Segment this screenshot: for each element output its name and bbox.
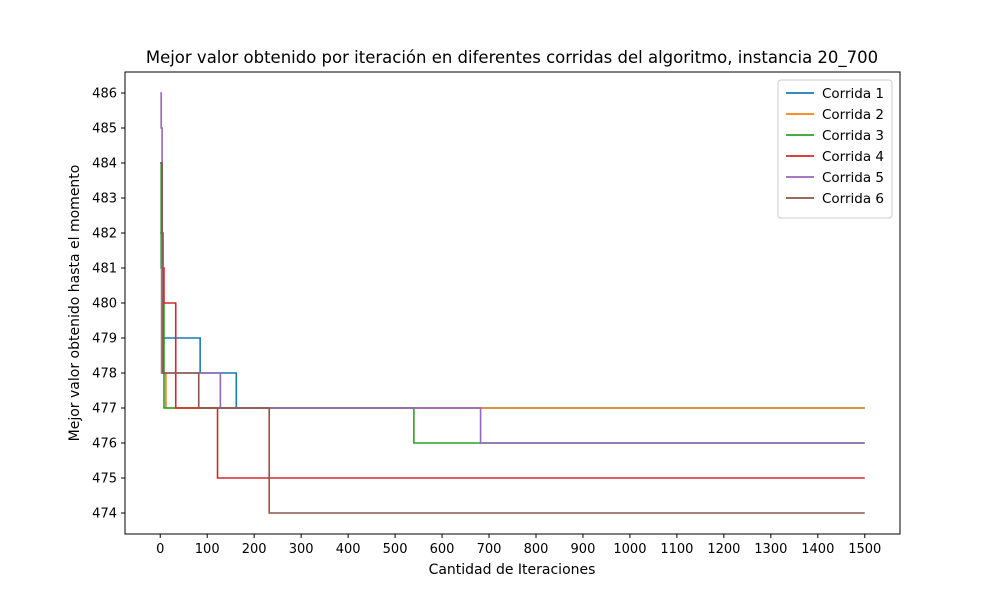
- series-line-1: [160, 232, 865, 409]
- y-tick-label: 475: [92, 472, 117, 487]
- legend-label-5: Corrida 5: [822, 170, 884, 186]
- x-tick-label: 1000: [613, 542, 646, 557]
- x-tick-label: 300: [289, 542, 314, 557]
- x-tick-label: 1100: [660, 542, 693, 557]
- y-tick-label: 485: [92, 122, 117, 137]
- x-tick-label: 600: [430, 542, 455, 557]
- plot-lines: [160, 92, 865, 514]
- x-tick-label: 100: [195, 542, 220, 557]
- y-axis-label: Mejor valor obtenido hasta el momento: [67, 165, 83, 442]
- series-line-5: [160, 92, 865, 444]
- legend-label-1: Corrida 1: [822, 86, 884, 102]
- y-tick-label: 480: [92, 297, 117, 312]
- legend: Corrida 1 Corrida 2 Corrida 3 Corrida 4 Corr…: [777, 79, 893, 219]
- x-axis-label: Cantidad de Iteraciones: [429, 562, 596, 578]
- legend-label-2: Corrida 2: [822, 107, 884, 123]
- x-tick-label: 800: [524, 542, 549, 557]
- series-line-4: [160, 162, 865, 479]
- x-axis: 0 100 200 300 400 500 600 700 800 900 1000 1100 1200…: [156, 534, 881, 557]
- x-tick-label: 1300: [754, 542, 787, 557]
- y-tick-label: 474: [92, 507, 117, 522]
- x-tick-label: 200: [242, 542, 267, 557]
- chart-title: Mejor valor obtenido por iteración en di…: [146, 48, 878, 68]
- x-tick-label: 1200: [707, 542, 740, 557]
- x-tick-label: 1500: [848, 542, 881, 557]
- y-tick-label: 477: [92, 402, 117, 417]
- series-line-6: [160, 162, 865, 514]
- x-tick-label: 500: [383, 542, 408, 557]
- series-line-3: [160, 162, 865, 444]
- legend-label-4: Corrida 4: [822, 149, 884, 165]
- legend-label-3: Corrida 3: [822, 128, 884, 144]
- y-axis: 474 475 476 477 478 479 480 481 482 483 484 485 486: [92, 87, 125, 522]
- y-tick-label: 483: [92, 192, 117, 207]
- y-tick-label: 482: [92, 227, 117, 242]
- x-tick-label: 700: [477, 542, 502, 557]
- x-tick-label: 900: [571, 542, 596, 557]
- y-tick-label: 478: [92, 367, 117, 382]
- y-tick-label: 484: [92, 157, 117, 172]
- y-tick-label: 479: [92, 332, 117, 347]
- x-tick-label: 1400: [801, 542, 834, 557]
- x-tick-label: 0: [156, 542, 164, 557]
- x-tick-label: 400: [336, 542, 361, 557]
- y-tick-label: 486: [92, 87, 117, 102]
- series-line-2: [160, 232, 865, 409]
- y-tick-label: 481: [92, 262, 117, 277]
- legend-label-6: Corrida 6: [822, 191, 884, 207]
- y-tick-label: 476: [92, 437, 117, 452]
